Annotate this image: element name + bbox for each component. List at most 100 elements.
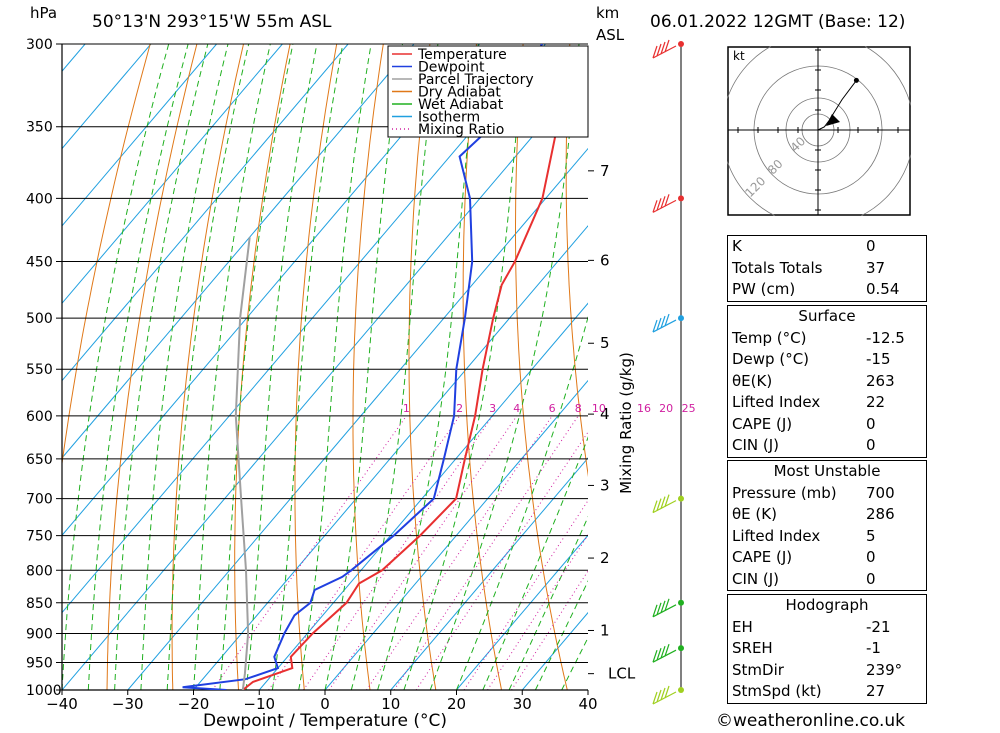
km-tick-label: 2 (600, 549, 610, 567)
surface-label: Lifted Index (732, 393, 821, 411)
wind-barb-dot (678, 195, 684, 202)
hodograph-stat-value: 239° (866, 660, 903, 679)
x-tick-label: 0 (320, 695, 330, 713)
wind-barb-flag (664, 598, 670, 611)
legend-entry: Isotherm (418, 110, 480, 126)
pressure-tick-label: 850 (26, 596, 53, 612)
surface-label: CAPE (J) (732, 414, 793, 433)
hodograph-stat-value: -21 (866, 617, 891, 636)
most-unstable-row: CIN (J) 0 (728, 569, 926, 591)
wind-barb-dot (678, 41, 684, 47)
wind-barb-flag (656, 317, 662, 331)
wet-adiabat-line (271, 44, 344, 690)
wind-barb-flag (652, 500, 658, 513)
station-location: 50°13'N 293°15'W 55m ASL (92, 12, 332, 32)
x-tick-label: −40 (46, 695, 78, 713)
wind-barb-flag (664, 685, 670, 699)
index-value: 0.54 (866, 280, 900, 298)
most-unstable-value: 0 (866, 569, 876, 588)
surface-label: Dewp (°C) (732, 350, 810, 368)
dry-adiabat-line (234, 44, 291, 690)
most-unstable-value: 5 (866, 526, 876, 545)
surface-row: θE(K) 263 (728, 371, 926, 393)
wind-barb-flag (664, 194, 670, 207)
parcel-trajectory-profile (234, 237, 251, 690)
isotherm-line (587, 689, 588, 690)
legend-entry: Dewpoint (418, 60, 485, 76)
index-label: K (732, 237, 742, 255)
isotherm-line (127, 147, 588, 690)
wind-barb-flag (656, 43, 662, 57)
skew-t-diagram: 3003504004505005506006507007508008509009… (26, 37, 720, 731)
mixing-ratio-label: 10 (592, 402, 606, 415)
isotherm-line (258, 302, 588, 690)
mixing-ratio-label: 4 (513, 402, 520, 415)
most-unstable-row: Pressure (mb) 700 (728, 483, 926, 505)
isotherm-line (62, 44, 349, 382)
index-row: Totals Totals 37 (728, 258, 926, 280)
dry-adiabat-line (710, 44, 720, 690)
isotherm-line (62, 44, 546, 614)
index-value: 0 (866, 237, 876, 255)
pressure-tick-label: 550 (26, 362, 53, 378)
wind-barb (652, 598, 677, 618)
wet-adiabat-line (482, 436, 588, 690)
indices-table: K 0 Totals Totals 37 PW (cm) 0.54 (727, 235, 927, 302)
surface-value: 263 (866, 371, 895, 390)
km-tick-label: 3 (600, 476, 610, 494)
wet-adiabat-line (219, 44, 294, 690)
isotherm-line (324, 379, 588, 690)
surface-label: Temp (°C) (732, 328, 807, 347)
wind-barb-dot (678, 599, 684, 606)
pressure-tick-label: 1000 (26, 683, 62, 699)
wind-barb-flag (652, 649, 658, 663)
wind-barb-flag (660, 600, 666, 613)
hodograph-stat-value: -1 (866, 639, 881, 657)
wind-barb-flag (660, 196, 666, 209)
wind-barb-shaft (652, 319, 677, 333)
km-tick-label: 7 (600, 162, 610, 180)
wind-barb (652, 313, 677, 333)
index-label: PW (cm) (732, 280, 796, 298)
km-tick-label: 1 (600, 621, 610, 639)
legend-entry: Parcel Trajectory (418, 72, 534, 88)
mixing-ratio-label: 1 (403, 402, 410, 415)
pressure-tick-label: 500 (26, 311, 53, 327)
wind-barb (652, 39, 677, 59)
pressure-tick-label: 800 (26, 563, 53, 579)
most-unstable-title: Most Unstable (773, 462, 881, 480)
index-label: Totals Totals (732, 258, 823, 277)
dry-adiabat-line (106, 44, 198, 690)
wind-barb-flag (664, 313, 670, 327)
asl-label: ASL (596, 26, 625, 44)
wind-barb-shaft (652, 649, 677, 663)
most-unstable-table: Most Unstable Pressure (mb) 700 θE (K) 286 L… (727, 460, 927, 591)
wind-barb-flag (656, 689, 662, 703)
mixing-ratio-label: 2 (456, 402, 463, 415)
surface-label: θE(K) (732, 371, 773, 390)
isotherm-line (62, 44, 217, 227)
mixing-ratio-label: 25 (682, 402, 696, 415)
index-row: PW (cm) 0.54 (728, 279, 926, 301)
isotherm-line (62, 44, 283, 305)
hodograph-stat-row: StmDir 239° (728, 660, 926, 682)
wind-barb-flag (660, 41, 666, 55)
km-label: km (596, 4, 620, 22)
wind-barb-flag (660, 687, 666, 701)
km-tick-label: 4 (600, 405, 610, 423)
x-tick-label: 30 (513, 695, 532, 713)
mixing-ratio-label: 3 (489, 402, 496, 415)
temperature-profile (242, 52, 588, 690)
pressure-tick-label: 950 (26, 655, 53, 671)
x-tick-label: 10 (381, 695, 400, 713)
most-unstable-value: 0 (866, 548, 876, 566)
km-tick-label: 5 (600, 334, 610, 352)
wet-adiabat-line (114, 44, 209, 690)
wind-barb-flag (656, 647, 662, 661)
hodograph-stat-label: EH (732, 617, 753, 636)
isotherm-line (62, 70, 588, 690)
most-unstable-row: CAPE (J) 0 (728, 547, 926, 569)
wind-barb-flag (652, 604, 658, 617)
hodograph-stat-row: SREH -1 (728, 638, 926, 660)
